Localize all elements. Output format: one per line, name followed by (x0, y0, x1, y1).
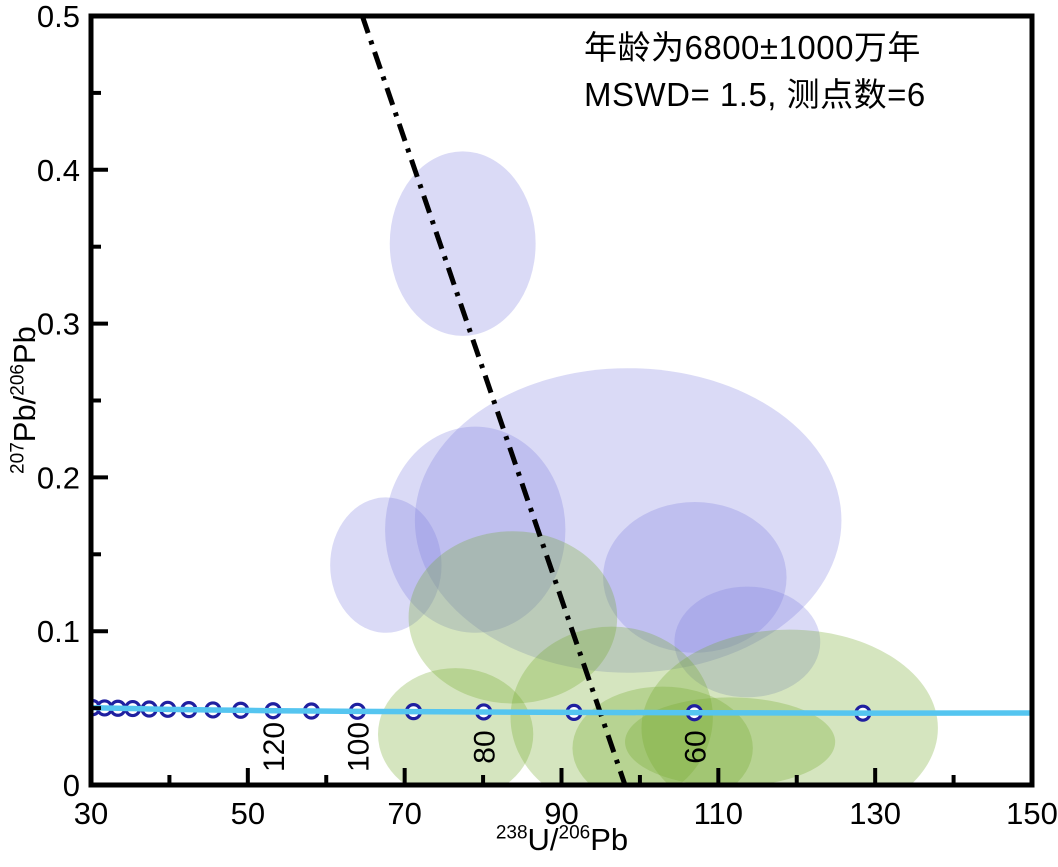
x-tick-label: 50 (231, 796, 265, 831)
y-axis-title: 207Pb/206Pb (3, 270, 47, 530)
x-tick-label: 30 (74, 796, 108, 831)
x-tick-label: 70 (387, 796, 421, 831)
x-tick-label: 150 (1006, 796, 1058, 831)
title-text: U/ (527, 822, 559, 857)
error-ellipse-blue (414, 368, 842, 673)
annotation-line-1: 年龄为6800±1000万年 (584, 29, 921, 66)
error-ellipse-blue (330, 497, 442, 633)
title-text: Pb (7, 326, 42, 364)
error-ellipse-green (641, 629, 938, 785)
isotope-superscript: 238 (495, 822, 528, 844)
isotope-superscript: 206 (558, 822, 591, 844)
y-tick-label: 0.2 (37, 460, 80, 495)
x-tick-label: 130 (849, 796, 901, 831)
error-ellipse-blue (603, 502, 787, 653)
concordia-age-label: 120 (258, 722, 291, 772)
x-tick-label: 90 (544, 796, 578, 831)
y-tick-label: 0.5 (37, 0, 80, 34)
title-text: Pb (590, 822, 629, 857)
concordia-age-label: 60 (679, 730, 712, 763)
y-tick-label: 0.3 (37, 307, 80, 342)
x-tick-label: 110 (694, 796, 743, 831)
error-ellipse-green (378, 668, 534, 785)
annotation: 年龄为6800±1000万年 MSWD= 1.5, 测点数=6 (584, 24, 1034, 118)
error-ellipse-green (625, 697, 836, 785)
y-tick-label: 0 (63, 768, 80, 803)
concordia-age-label: 100 (342, 722, 375, 772)
y-tick-label: 0.4 (37, 153, 80, 188)
error-ellipse-blue (674, 586, 821, 698)
discordia-line (359, 16, 628, 785)
plot-area (91, 16, 1032, 785)
title-text: Pb/ (7, 395, 42, 443)
annotation-line-2: MSWD= 1.5, 测点数=6 (584, 76, 926, 113)
concordia-age-label: 80 (469, 730, 502, 763)
isotope-superscript: 206 (7, 364, 29, 396)
concordia-curve (91, 704, 1032, 716)
error-ellipse-green (408, 531, 618, 704)
error-ellipse-green (510, 626, 713, 785)
x-axis-title: 238U/206Pb (412, 818, 712, 862)
isotope-superscript: 207 (7, 442, 29, 474)
y-tick-label: 0.1 (37, 614, 80, 649)
error-ellipse-blue (385, 426, 566, 633)
